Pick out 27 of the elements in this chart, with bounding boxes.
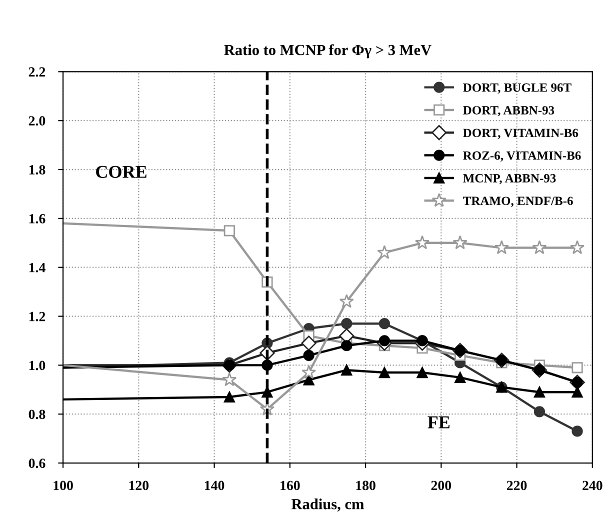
y-tick-label: 1.6 <box>29 214 46 224</box>
y-tick-label: 1.2 <box>29 312 46 322</box>
legend-label: DORT, VITAMIN-B6 <box>463 128 578 139</box>
y-tick-label: 1.8 <box>29 165 46 175</box>
x-axis-title: Radius, cm <box>291 498 364 512</box>
x-tick-label: 100 <box>54 480 73 490</box>
y-tick-label: 1.0 <box>29 360 46 370</box>
x-tick-label: 200 <box>431 480 452 490</box>
x-tick-label: 140 <box>204 480 224 490</box>
chart-title: Ratio to MCNP for Φγ > 3 MeV <box>224 44 432 58</box>
y-tick-label: 0.6 <box>28 458 46 468</box>
legend-label: ROZ-6, VITAMIN-B6 <box>463 151 581 162</box>
annotation: CORE <box>96 166 146 178</box>
y-tick-label: 2.0 <box>28 116 46 126</box>
legend-label: DORT, ABBN-93 <box>463 106 554 116</box>
annotation: FE <box>428 416 450 428</box>
y-tick-label: 2.2 <box>28 67 46 77</box>
x-tick-label: 160 <box>280 480 300 490</box>
y-tick-label: 0.8 <box>28 410 46 420</box>
x-tick-label: 120 <box>129 480 149 490</box>
legend-label: TRAMO, ENDF/B-6 <box>463 196 573 207</box>
x-tick-label: 220 <box>506 480 527 490</box>
x-tick-label: 180 <box>356 480 376 490</box>
x-tick-label: 240 <box>582 480 602 490</box>
legend-label: MCNP, ABBN-93 <box>463 174 556 184</box>
legend-label: DORT, BUGLE 96T <box>463 83 572 94</box>
y-tick-label: 1.4 <box>29 263 46 272</box>
